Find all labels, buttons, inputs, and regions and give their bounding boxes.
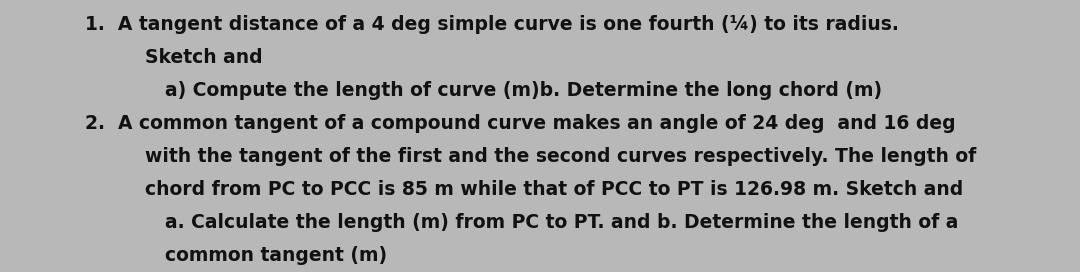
Text: 1.  A tangent distance of a 4 deg simple curve is one fourth (¼) to its radius.: 1. A tangent distance of a 4 deg simple … xyxy=(85,15,899,34)
Text: a. Calculate the length (m) from PC to PT. and b. Determine the length of a: a. Calculate the length (m) from PC to P… xyxy=(165,213,958,232)
Text: with the tangent of the first and the second curves respectively. The length of: with the tangent of the first and the se… xyxy=(145,147,976,166)
Text: chord from PC to PCC is 85 m while that of PCC to PT is 126.98 m. Sketch and: chord from PC to PCC is 85 m while that … xyxy=(145,180,963,199)
Text: 2.  A common tangent of a compound curve makes an angle of 24 deg  and 16 deg: 2. A common tangent of a compound curve … xyxy=(85,114,956,133)
Text: common tangent (m): common tangent (m) xyxy=(165,246,387,265)
Text: a) Compute the length of curve (m)b. Determine the long chord (m): a) Compute the length of curve (m)b. Det… xyxy=(165,81,882,100)
Text: Sketch and: Sketch and xyxy=(145,48,262,67)
